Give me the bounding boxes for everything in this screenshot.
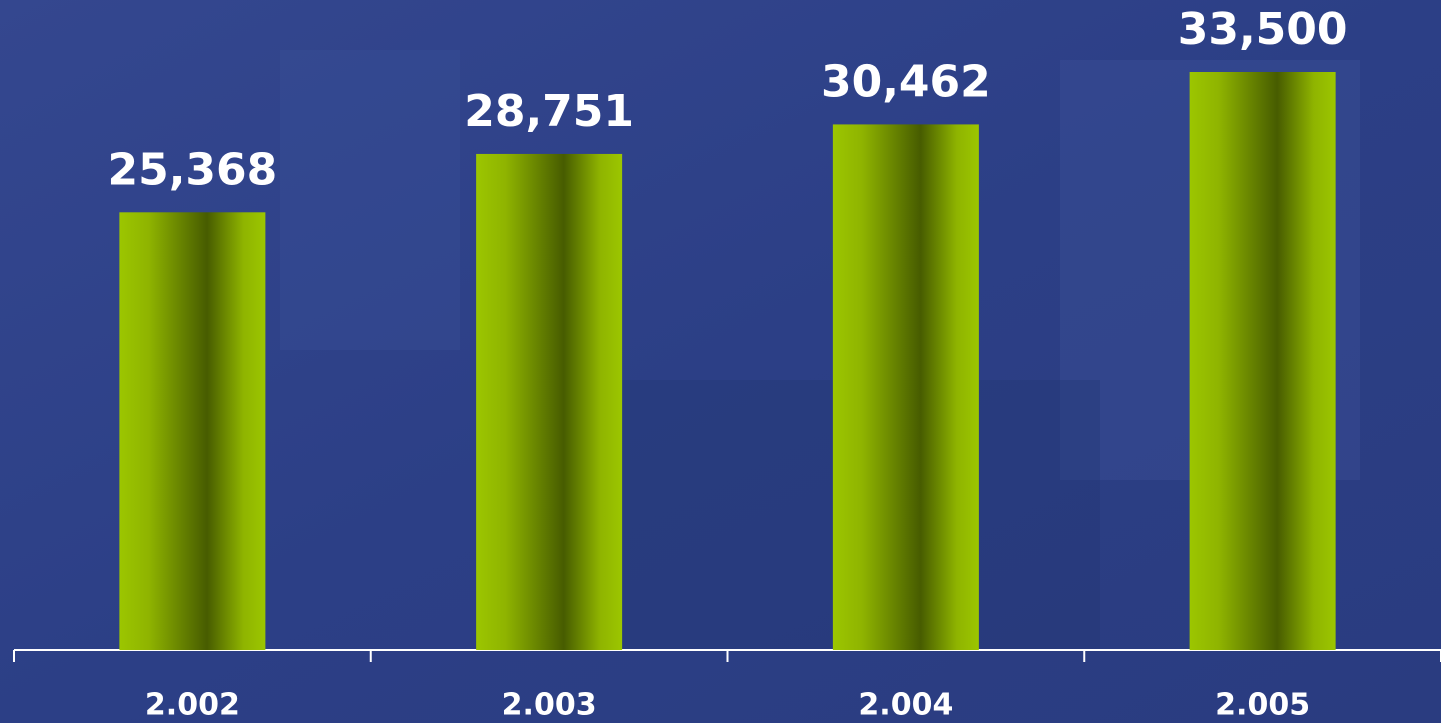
value-label: 30,462 (821, 56, 991, 107)
x-tick-label: 2.002 (145, 688, 240, 723)
value-label: 33,500 (1178, 4, 1348, 55)
bar (476, 153, 623, 650)
value-label: 28,751 (464, 86, 634, 137)
x-tick-label: 2.005 (1215, 688, 1310, 723)
x-tick-label: 2.004 (858, 688, 953, 723)
background-shape (280, 50, 460, 350)
bar (119, 212, 266, 650)
value-label: 25,368 (107, 144, 277, 195)
x-tick-label: 2.003 (502, 688, 597, 723)
bar (832, 124, 979, 650)
bar (1189, 72, 1336, 650)
